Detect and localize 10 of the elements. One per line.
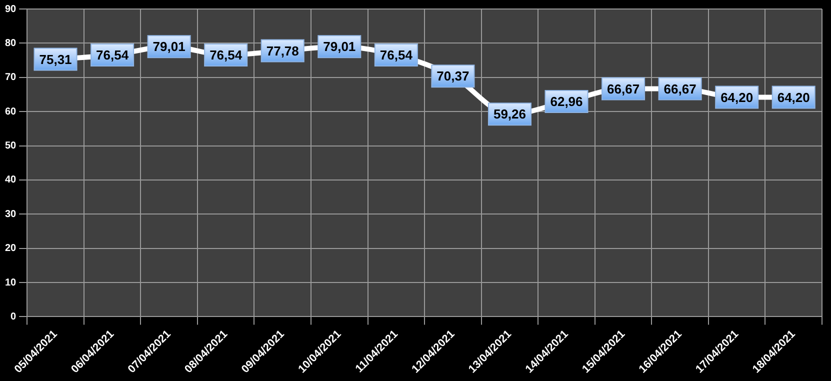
y-tick-label: 60 [5,106,17,118]
y-tick-label: 40 [5,174,17,186]
y-tick-label: 20 [5,243,17,254]
y-tick-label: 50 [5,140,17,152]
y-tick-label: 90 [5,4,17,15]
y-tick-label: 30 [5,208,17,220]
y-tick-label: 0 [10,311,17,322]
y-tick-label: 70 [5,72,17,84]
y-tick-label: 80 [5,38,17,49]
y-tick-label: 10 [5,277,17,288]
